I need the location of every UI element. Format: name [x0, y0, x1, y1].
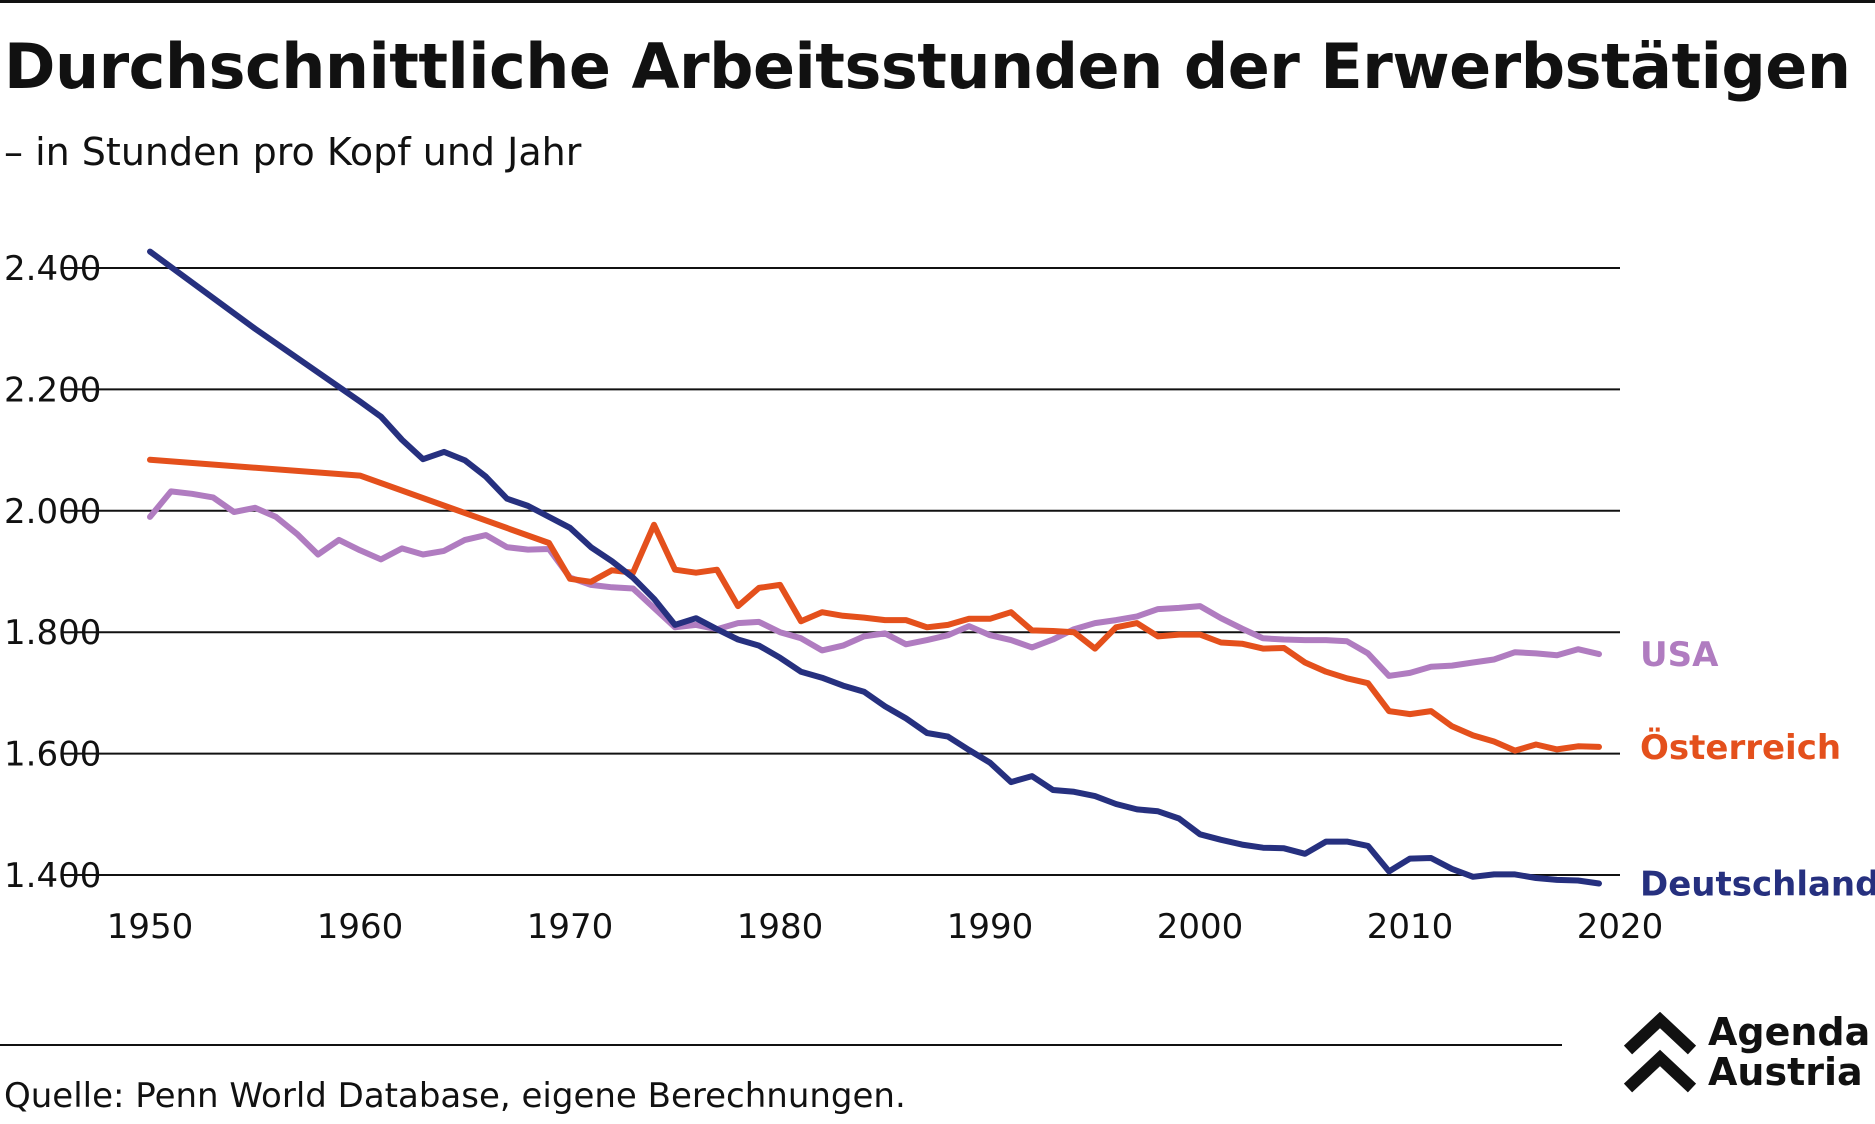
y-tick-label-1600: 1.600 — [4, 735, 101, 775]
logo-line-1: Agenda — [1708, 1010, 1871, 1054]
x-tick-label-1980: 1980 — [737, 907, 824, 947]
series-label-oesterreich: Österreich — [1640, 727, 1841, 768]
y-tick-label-2200: 2.200 — [4, 370, 101, 410]
x-tick-label-1960: 1960 — [317, 907, 404, 947]
x-tick-label-2020: 2020 — [1577, 907, 1664, 947]
grid-lines — [62, 267, 1620, 876]
logo-line-2: Austria — [1708, 1050, 1863, 1094]
logo-text: Agenda Austria — [1708, 1012, 1870, 1092]
y-tick-label-1400: 1.400 — [4, 856, 101, 896]
series-line-oesterreich — [147, 456, 1602, 754]
x-tick-label-2010: 2010 — [1367, 907, 1454, 947]
x-tick-label-1950: 1950 — [107, 907, 194, 947]
x-axis-tick-labels: 1950 1960 1970 1980 1990 2000 2010 2020 — [107, 907, 1664, 947]
series-lines — [147, 248, 1602, 887]
y-tick-label-1800: 1.800 — [4, 613, 101, 653]
chart-subtitle: – in Stunden pro Kopf und Jahr — [4, 130, 582, 174]
series-label-deutschland: Deutschland — [1640, 864, 1875, 904]
bottom-rule — [0, 1044, 1562, 1046]
series-labels: USA Österreich Deutschland — [1640, 635, 1875, 904]
series-label-usa: USA — [1640, 635, 1719, 675]
series-line-deutschland — [147, 248, 1602, 887]
series-line-usa — [147, 488, 1602, 679]
chart-title: Durchschnittliche Arbeitsstunden der Erw… — [4, 30, 1851, 103]
y-tick-label-2400: 2.400 — [4, 249, 101, 289]
chevron-up-icon — [1623, 1012, 1697, 1093]
source-note: Quelle: Penn World Database, eigene Bere… — [4, 1076, 906, 1116]
agenda-austria-logo: Agenda Austria — [1622, 1012, 1872, 1096]
y-axis-tick-labels: 1.400 1.600 1.800 2.000 2.200 2.400 — [4, 249, 101, 896]
x-tick-label-2000: 2000 — [1157, 907, 1244, 947]
x-tick-label-1970: 1970 — [527, 907, 614, 947]
top-rule — [0, 0, 1875, 3]
x-tick-label-1990: 1990 — [947, 907, 1034, 947]
y-tick-label-2000: 2.000 — [4, 492, 101, 532]
